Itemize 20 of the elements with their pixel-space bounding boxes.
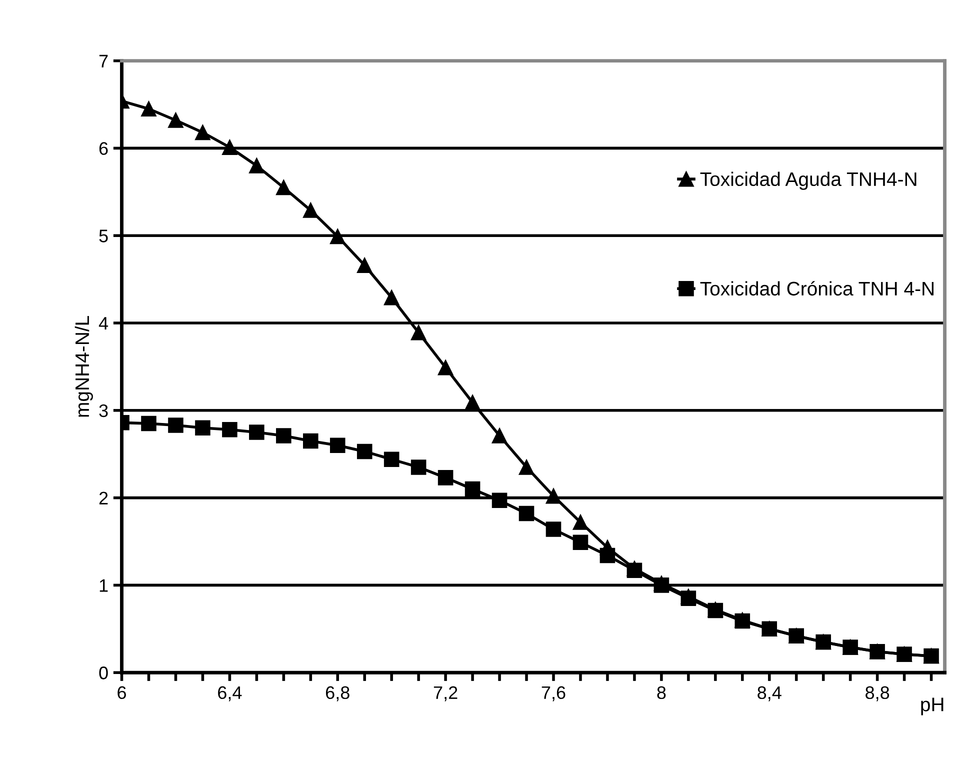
x-axis-title: pH	[921, 698, 944, 716]
x-tick-label: 8,4	[758, 686, 782, 702]
y-tick-label: 0	[99, 666, 108, 680]
x-tick-label: 7,6	[542, 686, 566, 702]
x-tick-label: 7,2	[434, 686, 458, 702]
y-tick-label: 3	[99, 404, 108, 418]
legend-label: Toxicidad Aguda TNH4-N	[700, 172, 916, 190]
x-tick-label: 6,8	[326, 686, 350, 702]
y-tick-label: 2	[99, 492, 108, 504]
x-tick-label: 8	[657, 686, 666, 700]
y-tick-label: 6	[99, 142, 108, 155]
y-tick-label: 1	[100, 579, 108, 592]
y-tick-label: 5	[99, 230, 108, 242]
legend-label: Toxicidad Crónica TNH 4-N	[700, 281, 934, 296]
y-axis-title: mgNH4-N/L	[74, 316, 93, 417]
x-tick-label: 6	[118, 686, 126, 700]
x-tick-label: 8,8	[866, 686, 890, 702]
y-tick-label: 7	[99, 54, 108, 68]
y-tick-label: 4	[98, 317, 108, 330]
x-tick-label: 6,4	[218, 686, 242, 702]
